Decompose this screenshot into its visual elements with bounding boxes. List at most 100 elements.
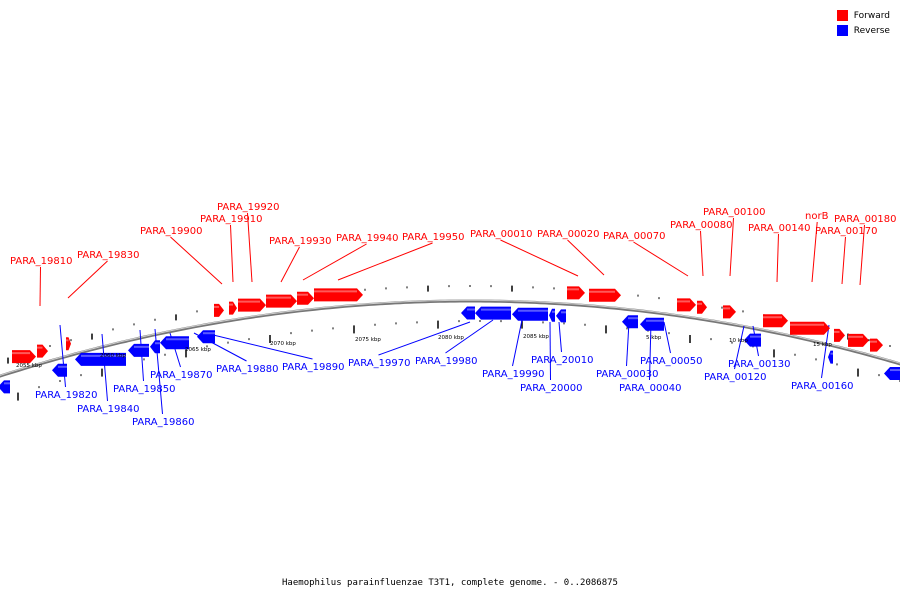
reverse-gene-arrow[interactable] [512,307,548,321]
gene-arrow-body [52,363,67,377]
gene-label[interactable]: PARA_19830 [77,250,139,261]
reverse-gene-arrow[interactable] [75,352,126,366]
gene-label[interactable]: PARA_19930 [269,236,331,247]
forward-gene-arrow[interactable] [763,314,788,328]
gene-arrow-body [640,317,664,331]
gene-label[interactable]: PARA_19990 [482,369,544,380]
gene-label[interactable]: PARA_00120 [704,372,766,383]
gene-label[interactable]: PARA_19910 [200,214,262,225]
forward-gene-arrow[interactable] [790,321,830,335]
gene-label[interactable]: PARA_19870 [150,370,212,381]
forward-gene-arrow[interactable] [723,305,736,319]
gene-label[interactable]: PARA_19850 [113,384,175,395]
forward-gene-arrow[interactable] [297,291,314,305]
forward-gene-arrow[interactable] [567,286,585,300]
gene-arrow-body [12,350,36,364]
gene-label[interactable]: PARA_00030 [596,369,658,380]
gene-arrow-body [763,314,788,328]
gene-label[interactable]: PARA_00170 [815,226,877,237]
leader-line [633,241,689,277]
gene-label[interactable]: PARA_19840 [77,404,139,415]
reverse-gene-arrow[interactable] [160,336,189,350]
forward-gene-arrow[interactable] [66,337,71,351]
leader-line [776,233,779,283]
gene-label[interactable]: PARA_19890 [282,362,344,373]
gene-label[interactable]: PARA_00080 [670,220,732,231]
leader-line [729,217,734,277]
gene-label[interactable]: PARA_00130 [728,359,790,370]
forward-gene-arrow[interactable] [870,338,883,352]
gene-labels: PARA_19810 PARA_19830 PARA_19900PARA_19910… [10,202,896,428]
gene-label[interactable]: PARA_20010 [531,355,593,366]
forward-gene-arrow[interactable] [12,350,36,364]
gene-arrow-body [567,286,585,300]
gene-arrow-body [744,333,761,347]
gene-label[interactable]: PARA_00140 [748,223,810,234]
gene-label[interactable]: PARA_19980 [415,356,477,367]
scale-label: 2080 kbp [438,335,464,341]
gene-label[interactable]: PARA_00050 [640,356,702,367]
reverse-gene-arrow[interactable] [197,330,215,344]
leader-line [821,324,830,379]
scale-label: 15 kbp [813,342,832,348]
leader-line [101,333,108,402]
gene-label[interactable]: norB [805,211,829,222]
gene-label[interactable]: PARA_19860 [132,417,194,428]
forward-gene-arrow[interactable] [677,298,696,312]
gene-label[interactable]: PARA_00010 [470,229,532,240]
forward-gene-arrow[interactable] [834,328,845,342]
reverse-gene-arrow[interactable] [150,340,160,354]
reverse-gene-arrow[interactable] [461,306,475,320]
leader-line [734,325,745,370]
gene-label[interactable]: PARA_00040 [619,383,681,394]
legend: Forward Reverse [836,8,890,38]
gene-label[interactable]: PARA_19970 [348,358,410,369]
forward-gene-arrow[interactable] [266,294,297,308]
reverse-gene-arrow[interactable] [52,363,67,377]
gene-arrow-body [790,321,830,335]
gene-label[interactable]: PARA_19950 [402,232,464,243]
gene-label[interactable]: PARA_19880 [216,364,278,375]
forward-gene-arrow[interactable] [238,298,266,312]
forward-gene-arrow[interactable] [314,288,363,302]
gene-label[interactable]: PARA_19940 [336,233,398,244]
gene-arrow-body [297,291,314,305]
forward-gene-arrow[interactable] [697,300,707,314]
reverse-gene-arrow[interactable] [549,308,555,322]
forward-gene-arrow[interactable] [848,333,869,347]
reverse-gene-arrow[interactable] [828,350,833,364]
reverse-gene-arrow[interactable] [128,343,149,357]
gene-label[interactable]: PARA_19900 [140,226,202,237]
reverse-gene-arrow[interactable] [884,367,900,381]
gene-arrow-body [870,338,883,352]
reverse-gene-arrow[interactable] [0,380,10,394]
gene-arrow-body [37,344,48,358]
legend-forward-label: Forward [853,10,890,21]
forward-gene-arrow[interactable] [589,288,621,302]
reverse-gene-arrow[interactable] [475,306,511,320]
leader-line [859,224,865,286]
forward-gene-arrow[interactable] [214,303,224,317]
gene-arrow-body [214,303,224,317]
forward-gene-arrow[interactable] [37,344,48,358]
scale-label: 5 kbp [646,335,662,341]
gene-arrow-body [461,306,475,320]
reverse-gene-arrow[interactable] [622,315,638,329]
forward-gene-arrow[interactable] [229,301,237,315]
reverse-gene-arrow[interactable] [640,317,664,331]
gene-label[interactable]: PARA_20000 [520,383,582,394]
gene-label[interactable]: PARA_00100 [703,207,765,218]
gene-label[interactable]: PARA_00070 [603,231,665,242]
gene-label[interactable]: PARA_19820 [35,390,97,401]
gene-label[interactable]: PARA_19810 [10,256,72,267]
gene-label[interactable]: PARA_19920 [217,202,279,213]
scale-label: 2055 kbp [16,363,42,369]
reverse-gene-arrow[interactable] [556,309,566,323]
reverse-gene-arrow[interactable] [744,333,761,347]
gene-label[interactable]: PARA_00180 [834,214,896,225]
map-caption: Haemophilus parainfluenzae T3T1, complet… [282,578,618,588]
gene-label[interactable]: PARA_00020 [537,229,599,240]
gene-label[interactable]: PARA_00160 [791,381,853,392]
leader-line [626,321,630,367]
